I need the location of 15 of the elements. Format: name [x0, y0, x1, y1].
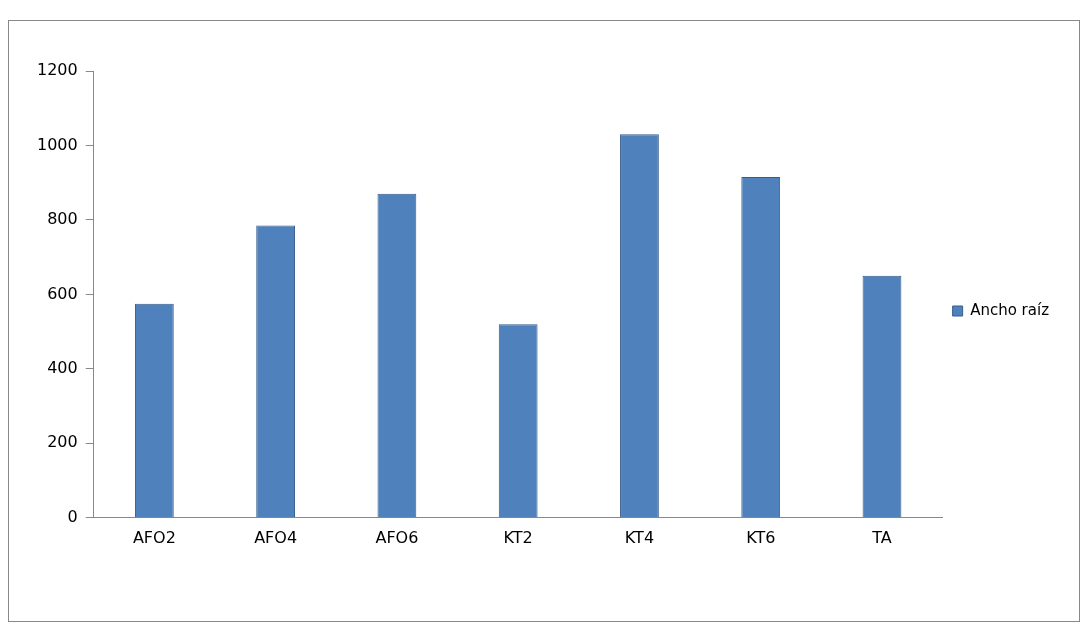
x-tick-label: AFO6 — [375, 527, 419, 547]
y-tick-label: 1200 — [37, 60, 78, 80]
x-tick-label: KT2 — [503, 527, 533, 547]
x-tick-label: TA — [871, 527, 892, 547]
y-tick-label: 0 — [67, 506, 78, 526]
y-tick-label: 600 — [47, 283, 78, 303]
y-tick-label: 400 — [47, 358, 78, 378]
x-tick-label: AFO4 — [254, 527, 298, 547]
y-tick-label: 200 — [47, 432, 78, 452]
x-tick-label: KT6 — [746, 527, 776, 547]
x-tick-label: AFO2 — [132, 527, 176, 547]
x-tick-label: KT4 — [624, 527, 655, 547]
y-tick-label: 800 — [47, 209, 78, 229]
y-tick-label: 1000 — [37, 134, 78, 154]
legend-label: Ancho raíz — [970, 300, 1050, 319]
